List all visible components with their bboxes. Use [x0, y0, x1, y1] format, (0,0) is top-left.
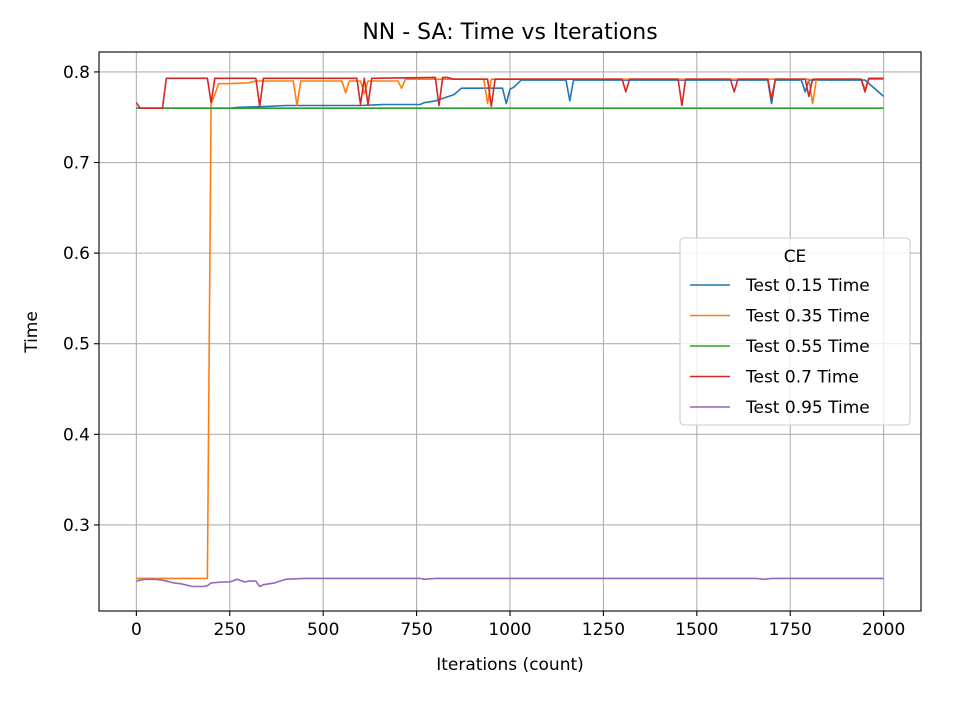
legend-entries: Test 0.15 Time Test 0.35 Time Test 0.55 Ti…: [690, 276, 870, 418]
y-tick-label: 0.4: [63, 425, 90, 445]
series-lines: [135, 76, 885, 588]
x-axis-label: Iterations (count): [436, 655, 584, 675]
x-tick-label: 1250: [582, 620, 625, 640]
series-line-4: [136, 577, 884, 588]
y-tick-label: 0.3: [63, 516, 90, 536]
series-line-0: [136, 79, 885, 109]
x-tick-label: 2000: [862, 620, 905, 640]
series-line-3: [135, 76, 884, 109]
legend-frame: [679, 237, 911, 426]
y-tick-label: 0.6: [63, 244, 90, 264]
y-axis-label: Time: [22, 311, 42, 354]
legend: CE Test 0.15 Time Test 0.35 Time Test 0.55…: [679, 237, 911, 426]
legend-label-0: Test 0.15 Time: [745, 276, 870, 296]
legend-label-1: Test 0.35 Time: [745, 307, 870, 327]
y-tick-label: 0.8: [63, 63, 90, 83]
x-tick-label: 1000: [488, 620, 531, 640]
x-tick-label: 250: [214, 620, 246, 640]
legend-title: CE: [784, 247, 807, 267]
x-tick-label: 500: [307, 620, 339, 640]
axis-ticks: 0 250 500 750 1000 1250 1500 1750 2000 0.3 0.4 0.5 0…: [63, 63, 905, 640]
gridlines: [99, 52, 921, 611]
x-tick-label: 1750: [769, 620, 812, 640]
legend-label-4: Test 0.95 Time: [745, 398, 870, 418]
legend-label-2: Test 0.55 Time: [745, 337, 870, 357]
x-tick-label: 750: [400, 620, 432, 640]
y-tick-label: 0.5: [63, 335, 90, 355]
x-tick-label: 0: [131, 620, 142, 640]
legend-label-3: Test 0.7 Time: [745, 368, 859, 388]
chart-title: NN - SA: Time vs Iterations: [362, 20, 657, 45]
y-tick-label: 0.7: [63, 154, 90, 174]
x-tick-label: 1500: [675, 620, 718, 640]
